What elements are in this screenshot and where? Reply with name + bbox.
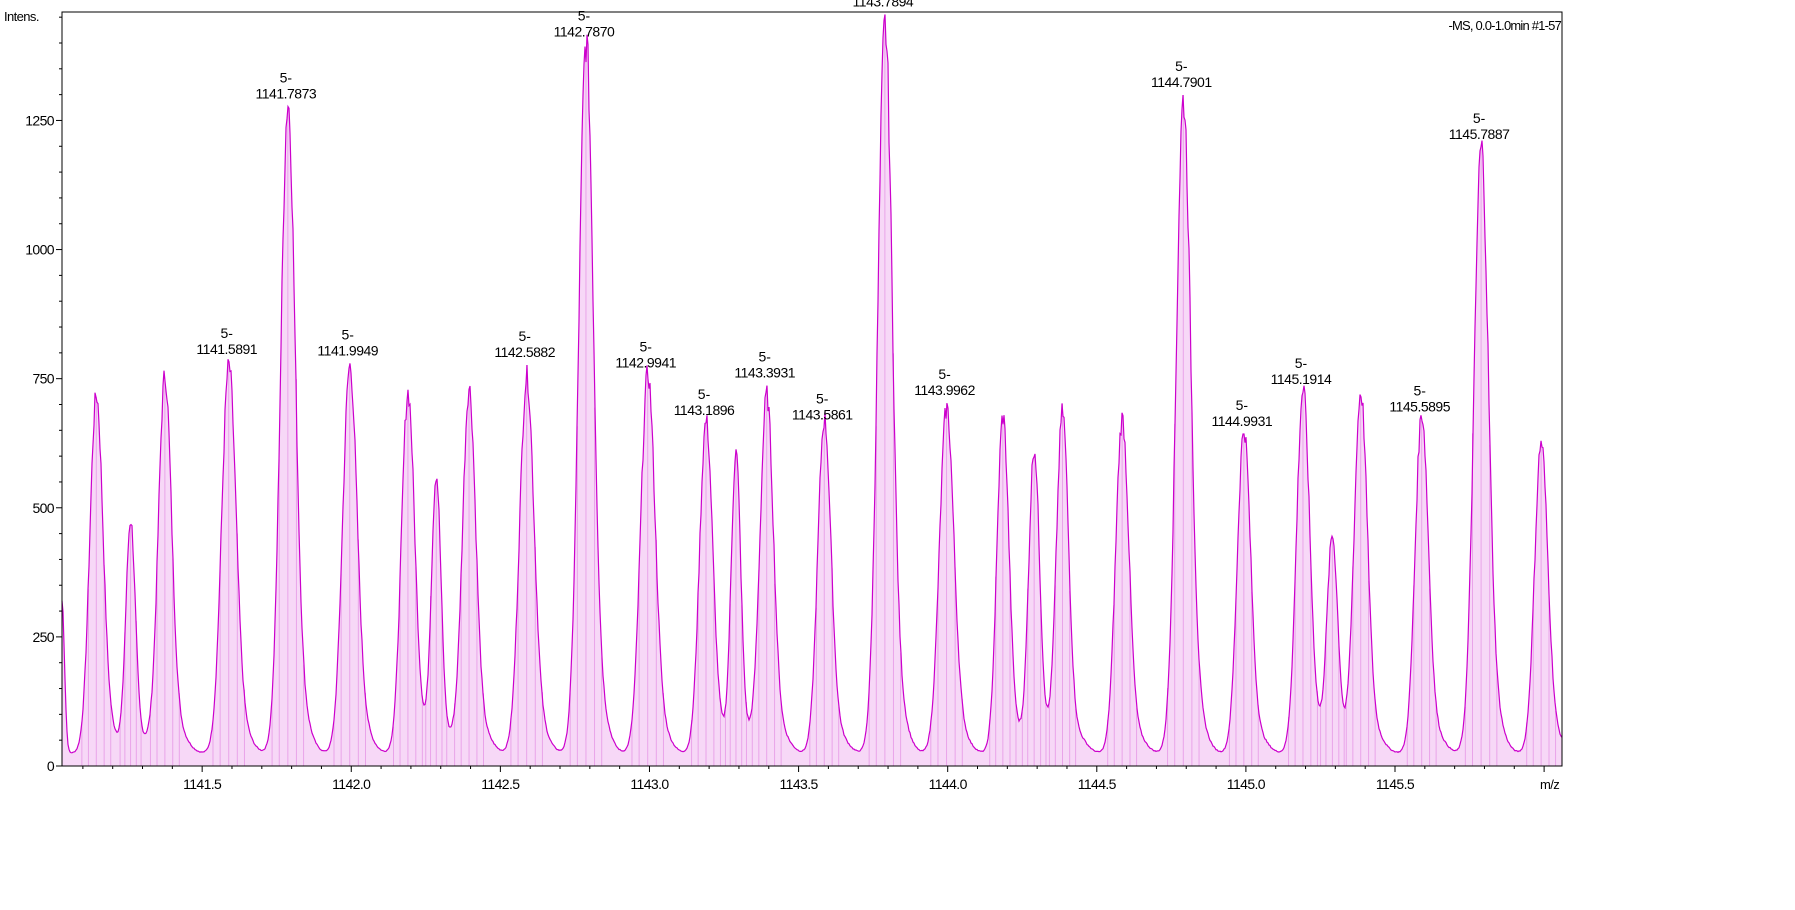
peak-mz-label: 1142.5882 xyxy=(494,344,555,360)
peak-charge-label: 5- xyxy=(639,339,652,355)
y-tick-label: 0 xyxy=(47,758,55,774)
spectrum-line xyxy=(61,14,1563,754)
peak-mz-label: 1143.9962 xyxy=(914,382,975,398)
peak-charge-label: 5- xyxy=(280,70,293,86)
y-tick-label: 1000 xyxy=(25,242,55,258)
x-tick-label: 1143.0 xyxy=(630,776,669,792)
x-tick-label: 1145.5 xyxy=(1376,776,1415,792)
peak-mz-label: 1145.1914 xyxy=(1271,371,1332,387)
spectrum-trace xyxy=(61,14,1563,754)
peak-mz-label: 1143.3931 xyxy=(734,365,795,381)
peak-charge-label: 5- xyxy=(342,326,355,342)
x-tick-label: 1145.0 xyxy=(1227,776,1266,792)
peak-charge-label: 5- xyxy=(1473,110,1486,126)
y-axis: 0 250 500 750 1000 1250 xyxy=(25,16,62,774)
peak-charge-label: 5- xyxy=(758,349,771,365)
peak-charge-label: 5- xyxy=(518,328,531,344)
spectrum-centroid-lines xyxy=(81,14,1557,766)
peak-charge-label: 5- xyxy=(1413,383,1426,399)
x-tick-label: 1142.0 xyxy=(332,776,371,792)
y-tick-label: 1250 xyxy=(25,112,55,128)
x-axis: 1141.5 1142.0 1142.5 1143.0 1143.5 1144.0 1144… xyxy=(82,766,1545,792)
scan-label: -MS, 0.0-1.0min #1-57 xyxy=(1448,18,1561,33)
peak-mz-label: 1141.9949 xyxy=(317,342,378,358)
x-tick-label: 1144.5 xyxy=(1078,776,1117,792)
y-tick-label: 750 xyxy=(32,371,54,387)
peak-mz-label: 1145.5895 xyxy=(1389,399,1450,415)
y-axis-title: Intens. xyxy=(4,9,39,24)
peak-mz-label: 1143.7894 xyxy=(853,0,914,9)
peak-mz-label: 1141.7873 xyxy=(256,86,317,102)
y-tick-label: 500 xyxy=(32,500,54,516)
y-tick-label: 250 xyxy=(32,629,54,645)
plot-frame xyxy=(61,11,1563,767)
x-axis-title: m/z xyxy=(1540,777,1559,792)
x-tick-label: 1143.5 xyxy=(779,776,818,792)
peak-charge-label: 5- xyxy=(578,7,591,23)
peak-mz-label: 1141.5891 xyxy=(196,341,257,357)
spectrum-fill xyxy=(62,14,1562,766)
peak-labels: 5-1141.58915-1141.78735-1141.99495-1142.… xyxy=(196,0,1510,429)
peak-mz-label: 1142.7870 xyxy=(554,23,615,39)
peak-charge-label: 5- xyxy=(1236,397,1249,413)
peak-mz-label: 1142.9941 xyxy=(615,355,676,371)
peak-mz-label: 1144.7901 xyxy=(1151,74,1212,90)
peak-mz-label: 1143.1896 xyxy=(674,402,735,418)
peak-charge-label: 5- xyxy=(698,386,711,402)
peak-mz-label: 1144.9931 xyxy=(1212,413,1273,429)
peak-charge-label: 5- xyxy=(221,325,234,341)
peak-charge-label: 5- xyxy=(816,391,829,407)
x-tick-label: 1141.5 xyxy=(183,776,222,792)
spectrum-fill-area xyxy=(62,14,1562,766)
peak-charge-label: 5- xyxy=(1175,58,1188,74)
x-tick-label: 1142.5 xyxy=(481,776,520,792)
peak-charge-label: 5- xyxy=(1295,355,1308,371)
peak-mz-label: 1145.7887 xyxy=(1449,126,1510,142)
peak-mz-label: 1143.5861 xyxy=(792,407,853,423)
peak-charge-label: 5- xyxy=(938,366,951,382)
x-tick-label: 1144.0 xyxy=(929,776,968,792)
